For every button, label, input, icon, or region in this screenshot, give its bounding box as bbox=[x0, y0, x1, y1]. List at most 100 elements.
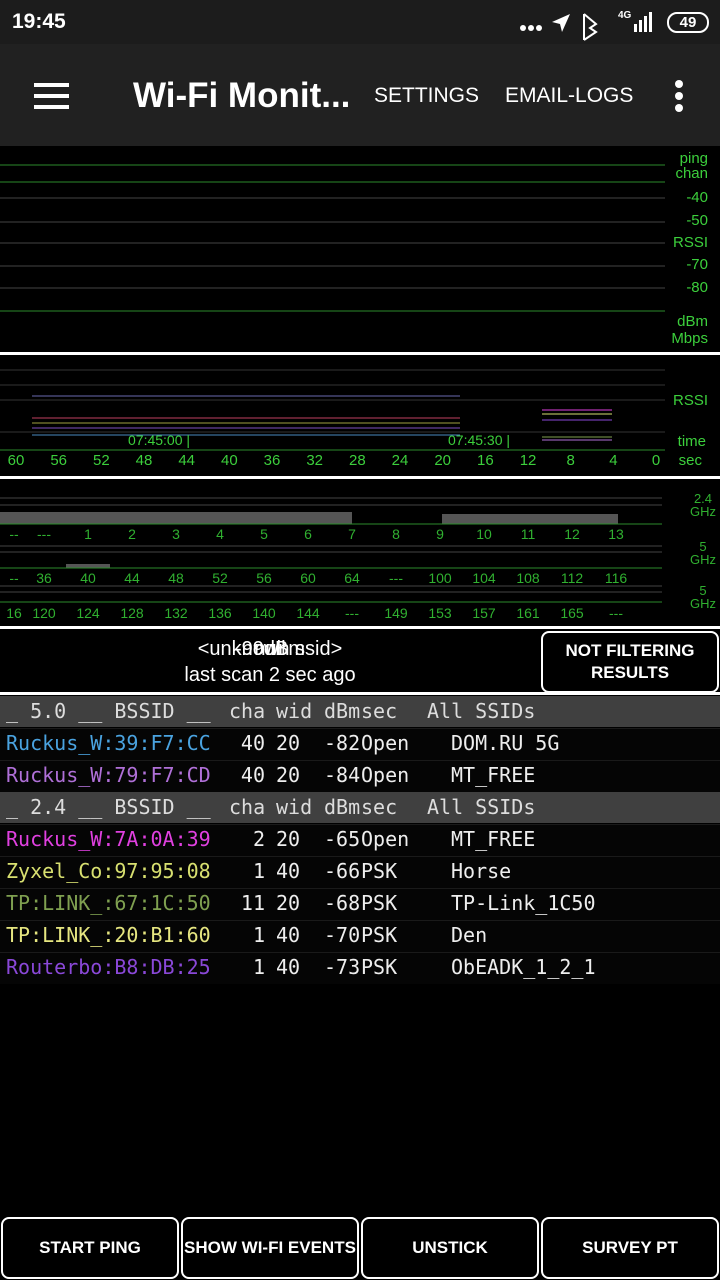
toolbar-bg bbox=[0, 44, 720, 146]
channel-label: 108 bbox=[516, 570, 540, 586]
row-bg bbox=[0, 888, 720, 920]
bssid[interactable]: Ruckus_W:7A:0A:39 bbox=[6, 827, 211, 851]
battery-outline bbox=[667, 12, 709, 33]
seconds-label: 36 bbox=[263, 452, 281, 469]
cell-sec: PSK bbox=[361, 923, 398, 947]
action-button[interactable]: START PING bbox=[1, 1217, 179, 1279]
timestamp: 07:45:00 | bbox=[128, 432, 191, 448]
channel-label: --- bbox=[37, 526, 51, 542]
bssid[interactable]: Zyxel_Co:97:95:08 bbox=[6, 859, 211, 883]
action-button[interactable]: UNSTICK bbox=[361, 1217, 539, 1279]
channel-label: 144 bbox=[296, 605, 320, 621]
column-header: wid bbox=[276, 795, 313, 819]
seconds-label: 44 bbox=[178, 452, 196, 469]
channel-label: 60 bbox=[300, 570, 316, 586]
graph-label: -70 bbox=[686, 256, 708, 273]
cell-wid: 40 bbox=[276, 923, 301, 947]
cell-sec: Open bbox=[361, 827, 410, 851]
channel-label: 11 bbox=[520, 526, 536, 542]
cell-wid: 40 bbox=[276, 859, 301, 883]
channel-label: 16 bbox=[6, 605, 22, 621]
scan-bssid: null bbox=[254, 638, 286, 660]
cell-ssid: MT_FREE bbox=[451, 763, 536, 787]
cell-cha: 1 bbox=[252, 859, 265, 883]
toolbar-action[interactable]: EMAIL-LOGS bbox=[505, 84, 634, 107]
seconds-label: 8 bbox=[566, 452, 575, 469]
column-header: sec bbox=[361, 699, 398, 723]
cell-wid: 20 bbox=[276, 731, 301, 755]
cell-ssid: ObEADK_1_2_1 bbox=[451, 955, 596, 979]
row-bg bbox=[0, 856, 720, 888]
toolbar-title: Wi-Fi Monit... bbox=[133, 76, 351, 115]
graph-label: time bbox=[677, 433, 706, 450]
channel-label: 100 bbox=[428, 570, 452, 586]
seconds-label: 52 bbox=[92, 452, 110, 469]
channel-label: 116 bbox=[604, 570, 628, 586]
channel-label: 56 bbox=[256, 570, 272, 586]
cell-dbm: -66 bbox=[324, 859, 361, 883]
column-header: All SSIDs bbox=[427, 795, 536, 819]
cell-wid: 20 bbox=[276, 763, 301, 787]
action-button[interactable]: SURVEY PT bbox=[541, 1217, 719, 1279]
channel-label: 9 bbox=[436, 526, 444, 542]
channel-label: -- bbox=[9, 526, 19, 542]
cell-dbm: -73 bbox=[324, 955, 361, 979]
seconds-label: 48 bbox=[135, 452, 153, 469]
graph-label: -50 bbox=[686, 212, 708, 229]
channel-label: 1 bbox=[84, 526, 92, 542]
channel-label: 161 bbox=[516, 605, 540, 621]
graph-label: RSSI bbox=[672, 234, 708, 251]
channel-label: 64 bbox=[344, 570, 360, 586]
column-header: wid bbox=[276, 699, 313, 723]
cell-cha: 40 bbox=[240, 763, 265, 787]
channel-label: 124 bbox=[76, 605, 100, 621]
channel-label: --- bbox=[345, 605, 359, 621]
channel-label: 128 bbox=[120, 605, 144, 621]
toolbar-action[interactable]: SETTINGS bbox=[374, 84, 480, 107]
channel-label: 44 bbox=[124, 570, 140, 586]
column-header: dBm bbox=[324, 795, 361, 819]
bssid[interactable]: TP:LINK_:20:B1:60 bbox=[6, 923, 211, 947]
seconds-label: 12 bbox=[519, 452, 537, 469]
band-label: 5 GHz bbox=[690, 539, 716, 567]
column-header: sec bbox=[361, 795, 398, 819]
action-button[interactable]: SHOW WI-FI EVENTS bbox=[181, 1217, 359, 1279]
channel-label: 2 bbox=[128, 526, 136, 542]
row-bg bbox=[0, 824, 720, 856]
last-scan: last scan 2 sec ago bbox=[184, 664, 356, 686]
channel-label: 7 bbox=[348, 526, 356, 542]
channel-label: 149 bbox=[384, 605, 408, 621]
row-bg bbox=[0, 760, 720, 792]
cell-sec: Open bbox=[361, 763, 410, 787]
filter-button[interactable]: NOT FILTERING RESULTS bbox=[541, 631, 719, 693]
bssid[interactable]: TP:LINK_:67:1C:50 bbox=[6, 891, 211, 915]
channel-label: 140 bbox=[252, 605, 276, 621]
channel-label: 10 bbox=[476, 526, 492, 542]
channel-label: 132 bbox=[164, 605, 188, 621]
cell-ssid: Den bbox=[451, 923, 488, 947]
channel-label: 3 bbox=[172, 526, 180, 542]
channel-label: 36 bbox=[36, 570, 52, 586]
channel-label: 8 bbox=[392, 526, 400, 542]
cell-sec: PSK bbox=[361, 955, 398, 979]
bssid[interactable]: Ruckus_W:39:F7:CC bbox=[6, 731, 211, 755]
graph-label: Mbps bbox=[671, 330, 708, 347]
cell-wid: 20 bbox=[276, 891, 301, 915]
scan-ssid: <unknown ssid> bbox=[197, 638, 343, 660]
battery-level: 49 bbox=[679, 14, 697, 31]
bssid[interactable]: Ruckus_W:79:F7:CD bbox=[6, 763, 211, 787]
seconds-label: 60 bbox=[7, 452, 25, 469]
graph-label: RSSI bbox=[672, 392, 708, 409]
channel-label: --- bbox=[389, 570, 403, 586]
cell-sec: PSK bbox=[361, 891, 398, 915]
channel-label: -- bbox=[9, 570, 19, 586]
bssid[interactable]: Routerbo:B8:DB:25 bbox=[6, 955, 211, 979]
divider bbox=[0, 626, 720, 629]
cell-dbm: -82 bbox=[324, 731, 361, 755]
status-time: 19:45 bbox=[12, 10, 66, 33]
cell-dbm: -65 bbox=[324, 827, 361, 851]
cell-dbm: -84 bbox=[324, 763, 361, 787]
channel-label: 6 bbox=[304, 526, 312, 542]
cell-cha: 40 bbox=[240, 731, 265, 755]
seconds-label: 0 bbox=[651, 452, 661, 469]
